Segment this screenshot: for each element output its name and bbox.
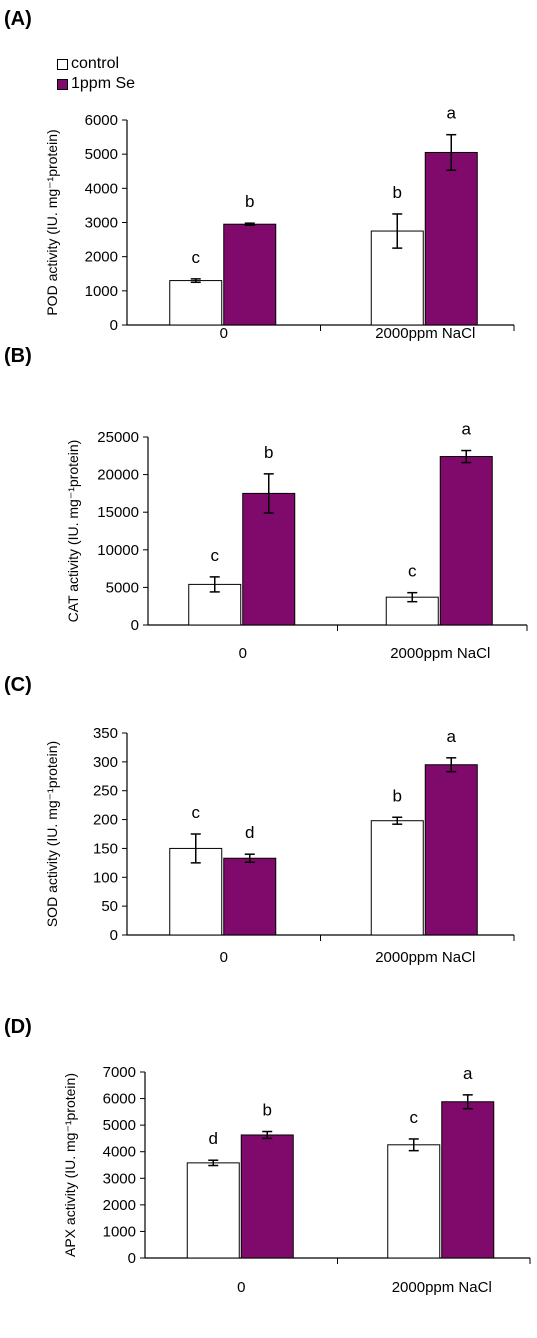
x-tick-label: 0 [220, 949, 228, 966]
y-tick-label: 4000 [103, 1144, 136, 1161]
significance-letter: a [447, 104, 457, 123]
chart-pod: 0 1000 2000 3000 4000 5000 6000 0 c b 2000ppm NaCl… [44, 104, 515, 342]
y-tick-label: 5000 [103, 1117, 136, 1134]
y-tick-label: 5000 [106, 579, 139, 596]
bar-se [441, 1101, 495, 1259]
significance-letter: b [264, 443, 273, 462]
y-tick-label: 6000 [103, 1091, 136, 1108]
legend-label-control: control [71, 55, 120, 72]
significance-letter: d [209, 1129, 218, 1148]
bar-se [240, 1134, 294, 1259]
legend-item-se: 1ppm Se [57, 74, 135, 94]
y-tick-label: 15000 [97, 504, 139, 521]
significance-letter: b [393, 183, 402, 202]
x-tick-label: 0 [237, 1279, 245, 1296]
y-tick-label: 1000 [85, 283, 118, 300]
panel-a: (A) 0 1000 2000 3000 4000 5000 6000 0 c b 2000ppm … [0, 0, 537, 345]
panel-c: (C) 0 50 100 150 200 250 300 350 0 c d 2000ppm NaCl… [0, 670, 537, 1000]
x-tick-label: 2000ppm NaCl [375, 949, 475, 966]
panel-b: (B) 0 5000 10000 15000 20000 25000 0 c b 2000ppm … [0, 345, 537, 670]
bar-control [387, 1144, 441, 1259]
y-tick-label: 20000 [97, 467, 139, 484]
y-tick-label: 200 [93, 812, 118, 829]
y-tick-label: 25000 [97, 429, 139, 446]
y-axis-label: APX activity (IU. mg⁻¹protein) [62, 1073, 78, 1257]
x-tick-label: 0 [220, 325, 228, 342]
y-tick-label: 300 [93, 754, 118, 771]
chart-apx: 0 1000 2000 3000 4000 5000 6000 7000 0 d b 2000ppm … [62, 1064, 531, 1296]
bar-control [169, 280, 223, 326]
y-tick-label: 10000 [97, 542, 139, 559]
bar-se [242, 492, 296, 626]
y-tick-label: 2000 [85, 249, 118, 266]
panel-label: (A) [4, 8, 32, 30]
bar-control [370, 820, 424, 936]
y-tick-label: 0 [131, 617, 139, 634]
y-tick-label: 100 [93, 869, 118, 886]
y-axis-label: POD activity (IU. mg⁻¹protein) [44, 129, 60, 315]
legend-swatch-se [57, 78, 68, 90]
bar-control [370, 230, 424, 326]
significance-letter: a [462, 420, 472, 439]
significance-letter: c [192, 803, 201, 822]
bar-se [223, 223, 277, 326]
y-tick-label: 50 [101, 898, 118, 915]
y-tick-label: 4000 [85, 180, 118, 197]
y-tick-label: 7000 [103, 1064, 136, 1081]
panel-label: (C) [4, 674, 32, 696]
y-tick-label: 3000 [103, 1170, 136, 1187]
y-tick-label: 0 [110, 317, 118, 334]
y-tick-label: 5000 [85, 146, 118, 163]
x-tick-label: 2000ppm NaCl [392, 1279, 492, 1296]
legend-label-se: 1ppm Se [71, 75, 136, 92]
y-tick-label: 6000 [85, 112, 118, 129]
y-axis-label: SOD activity (IU. mg⁻¹protein) [44, 741, 60, 927]
x-tick-label: 2000ppm NaCl [375, 325, 475, 342]
y-tick-label: 0 [128, 1250, 136, 1267]
bar-se [223, 857, 277, 936]
chart-sod: 0 50 100 150 200 250 300 350 0 c d 2000ppm NaCl b a SO… [44, 725, 515, 966]
panel-label: (D) [4, 1016, 32, 1038]
legend-item-control: control [57, 54, 135, 74]
y-tick-label: 150 [93, 840, 118, 857]
significance-letter: a [447, 727, 457, 746]
y-tick-label: 3000 [85, 215, 118, 232]
significance-letter: a [463, 1064, 473, 1083]
significance-letter: c [192, 248, 201, 267]
bar-control [186, 1162, 240, 1259]
x-tick-label: 2000ppm NaCl [390, 645, 490, 662]
significance-letter: c [211, 546, 220, 565]
y-tick-label: 250 [93, 783, 118, 800]
panel-d: (D) 0 1000 2000 3000 4000 5000 6000 7000 0 d b 2000… [0, 1000, 537, 1338]
legend-swatch-control [57, 58, 68, 70]
panel-label: (B) [4, 345, 32, 367]
y-tick-label: 2000 [103, 1197, 136, 1214]
legend: control 1ppm Se [57, 54, 135, 94]
chart-cat: 0 5000 10000 15000 20000 25000 0 c b 2000ppm NaCl… [65, 420, 528, 662]
significance-letter: b [245, 192, 254, 211]
x-tick-label: 0 [239, 645, 247, 662]
significance-letter: c [408, 562, 417, 581]
significance-letter: c [410, 1108, 419, 1127]
bar-se [439, 456, 493, 626]
bar-se [424, 151, 478, 326]
significance-letter: b [393, 786, 402, 805]
significance-letter: b [263, 1101, 272, 1120]
bar-se [424, 764, 478, 936]
y-tick-label: 0 [110, 927, 118, 944]
y-tick-label: 1000 [103, 1223, 136, 1240]
y-tick-label: 350 [93, 725, 118, 742]
significance-letter: d [245, 823, 254, 842]
y-axis-label: CAT activity (IU. mg⁻¹protein) [65, 440, 81, 623]
